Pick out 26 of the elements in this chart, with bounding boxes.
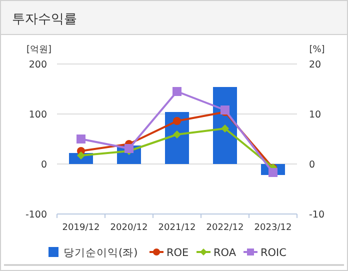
point (172, 87, 182, 96)
y2-tick-label: 20 (309, 60, 322, 70)
legend-label: 당기순이익(좌) (64, 247, 138, 259)
y2-tick-label: 0 (309, 160, 316, 170)
point (221, 124, 229, 132)
y2-tick-label: 10 (309, 110, 322, 120)
x-tick-label: 2021/12 (158, 223, 196, 233)
legend-label: ROA (214, 247, 237, 259)
x-tick-label: 2022/12 (206, 223, 244, 233)
point (173, 130, 181, 138)
y-tick-label: -100 (25, 210, 47, 220)
y-tick-label: 0 (40, 160, 47, 170)
point (173, 117, 181, 125)
y-tick-label: 100 (28, 110, 47, 120)
legend-label: ROIC (260, 247, 286, 259)
y2-tick-label: -10 (309, 210, 325, 220)
legend-label: ROE (166, 247, 189, 259)
y-axis-title: [억원] (26, 45, 52, 55)
y2-axis-title: [%] (309, 45, 325, 55)
chart-title: 투자수익률 (12, 12, 77, 27)
y-tick-label: 200 (28, 60, 47, 70)
x-tick-label: 2023/12 (254, 223, 292, 233)
point (76, 134, 86, 144)
point (220, 106, 230, 114)
x-tick-label: 2019/12 (62, 223, 100, 233)
x-tick-label: 2020/12 (110, 223, 148, 233)
